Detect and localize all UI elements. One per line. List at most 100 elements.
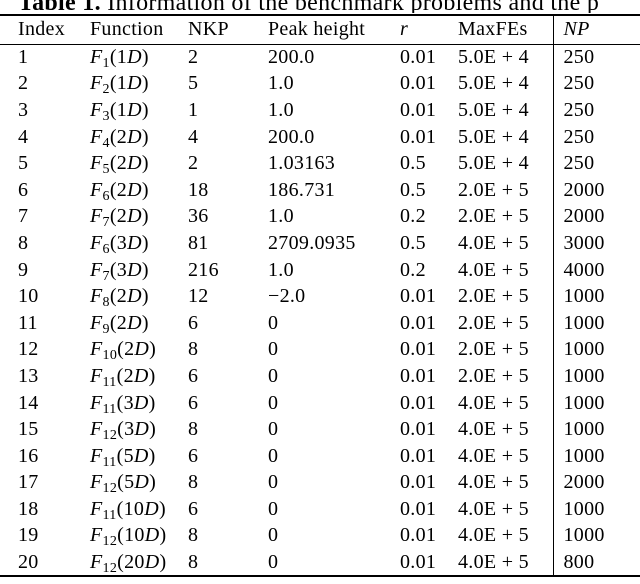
cell-nkp: 5 [188, 72, 199, 95]
cell-maxfes: 4.0E + 5 [458, 444, 529, 467]
table-row: 1 F1(1D) 2 200.0 0.01 5.0E + 4 250 [0, 44, 640, 71]
column-header-np: NP [552, 15, 640, 45]
cell-function: F11(10D) [90, 497, 166, 523]
cell-function: F12(10D) [90, 524, 167, 550]
cell-maxfes: 5.0E + 4 [458, 98, 529, 121]
cell-function: F10(2D) [90, 338, 157, 364]
table-caption: Table 1. Information of the benchmark pr… [0, 0, 640, 13]
cell-r: 0.01 [400, 444, 437, 467]
cell-nkp: 1 [188, 98, 199, 121]
cell-peak-height: 0 [268, 524, 279, 547]
cell-nkp: 216 [188, 258, 219, 281]
cell-function: F4(2D) [90, 125, 149, 151]
cell-index: 11 [18, 311, 38, 334]
cell-np: 1000 [552, 283, 640, 310]
column-header-maxfes: MaxFEs [458, 15, 553, 45]
cell-index: 19 [18, 524, 39, 547]
cell-np: 1000 [552, 389, 640, 417]
cell-function: F12(20D) [90, 550, 167, 576]
cell-nkp: 6 [188, 444, 199, 467]
cell-peak-height: 200.0 [268, 125, 315, 148]
table-row: 11 F9(2D) 6 0 0.01 2.0E + 5 1000 [0, 309, 640, 337]
cell-maxfes: 5.0E + 4 [458, 125, 529, 148]
cell-peak-height: 0 [268, 418, 279, 441]
cell-r: 0.2 [400, 258, 426, 281]
cell-r: 0.5 [400, 152, 426, 175]
cell-np: 250 [552, 70, 640, 98]
cell-nkp: 6 [188, 311, 199, 334]
cell-maxfes: 2.0E + 5 [458, 178, 529, 201]
table-header-row: Index Function NKP Peak height r MaxFEs … [0, 15, 640, 45]
cell-function: F11(3D) [90, 391, 156, 417]
cell-maxfes: 2.0E + 5 [458, 285, 529, 308]
cell-index: 18 [18, 497, 39, 520]
cell-peak-height: 0 [268, 311, 279, 334]
cell-np: 2000 [552, 203, 640, 231]
cell-nkp: 36 [188, 205, 209, 228]
cell-function: F11(2D) [90, 364, 156, 390]
cell-nkp: 6 [188, 364, 199, 387]
cell-r: 0.01 [400, 98, 437, 121]
column-header-function: Function [90, 15, 188, 45]
cell-np: 1000 [552, 336, 640, 364]
cell-peak-height: 0 [268, 497, 279, 520]
table-row: 15 F12(3D) 8 0 0.01 4.0E + 5 1000 [0, 416, 640, 443]
cell-function: F6(3D) [90, 231, 149, 257]
cell-maxfes: 4.0E + 5 [458, 418, 529, 441]
cell-r: 0.01 [400, 550, 437, 573]
table-row: 2 F2(1D) 5 1.0 0.01 5.0E + 4 250 [0, 70, 640, 98]
cell-index: 5 [18, 152, 29, 175]
cell-function: F3(1D) [90, 98, 149, 124]
cell-maxfes: 5.0E + 4 [458, 72, 529, 95]
cell-maxfes: 2.0E + 5 [458, 364, 529, 387]
cell-nkp: 8 [188, 418, 199, 441]
column-header-nkp: NKP [188, 15, 268, 45]
table-row: 8 F6(3D) 81 2709.0935 0.5 4.0E + 5 3000 [0, 230, 640, 257]
cell-function: F1(1D) [90, 46, 149, 72]
cell-peak-height: 0 [268, 471, 279, 494]
cell-np: 2000 [552, 469, 640, 497]
table-row: 4 F4(2D) 4 200.0 0.01 5.0E + 4 250 [0, 123, 640, 151]
cell-index: 20 [18, 550, 39, 573]
cell-nkp: 18 [188, 178, 209, 201]
cell-np: 3000 [552, 230, 640, 257]
cell-maxfes: 4.0E + 5 [458, 391, 529, 414]
cell-maxfes: 2.0E + 5 [458, 205, 529, 228]
table-row: 20 F12(20D) 8 0 0.01 4.0E + 5 800 [0, 549, 640, 576]
cell-r: 0.01 [400, 311, 437, 334]
cell-nkp: 12 [188, 285, 209, 308]
cell-nkp: 8 [188, 524, 199, 547]
table-row: 9 F7(3D) 216 1.0 0.2 4.0E + 5 4000 [0, 256, 640, 284]
benchmark-problems-table: Index Function NKP Peak height r MaxFEs … [0, 14, 640, 577]
cell-np: 1000 [552, 442, 640, 470]
cell-peak-height: 1.0 [268, 98, 294, 121]
cell-peak-height: 2709.0935 [268, 231, 356, 254]
cell-r: 0.01 [400, 125, 437, 148]
cell-peak-height: −2.0 [268, 285, 306, 308]
cell-maxfes: 4.0E + 5 [458, 524, 529, 547]
table-row: 7 F7(2D) 36 1.0 0.2 2.0E + 5 2000 [0, 203, 640, 231]
cell-maxfes: 4.0E + 5 [458, 497, 529, 520]
cell-maxfes: 4.0E + 5 [458, 231, 529, 254]
cell-peak-height: 186.731 [268, 178, 336, 201]
table-row: 13 F11(2D) 6 0 0.01 2.0E + 5 1000 [0, 363, 640, 390]
table-row: 19 F12(10D) 8 0 0.01 4.0E + 5 1000 [0, 522, 640, 550]
cell-function: F12(5D) [90, 471, 157, 497]
cell-maxfes: 5.0E + 4 [458, 152, 529, 175]
cell-peak-height: 0 [268, 364, 279, 387]
table-row: 18 F11(10D) 6 0 0.01 4.0E + 5 1000 [0, 496, 640, 523]
cell-r: 0.01 [400, 418, 437, 441]
cell-index: 16 [18, 444, 39, 467]
cell-r: 0.01 [400, 338, 437, 361]
cell-peak-height: 0 [268, 338, 279, 361]
cell-function: F7(3D) [90, 258, 149, 284]
table-row: 14 F11(3D) 6 0 0.01 4.0E + 5 1000 [0, 389, 640, 417]
cell-np: 1000 [552, 309, 640, 337]
cell-np: 1000 [552, 522, 640, 550]
cell-peak-height: 0 [268, 550, 279, 573]
cell-nkp: 2 [188, 46, 199, 69]
cell-peak-height: 200.0 [268, 46, 315, 69]
cell-np: 250 [552, 150, 640, 177]
table-row: 3 F3(1D) 1 1.0 0.01 5.0E + 4 250 [0, 97, 640, 124]
cell-peak-height: 1.03163 [268, 152, 336, 175]
